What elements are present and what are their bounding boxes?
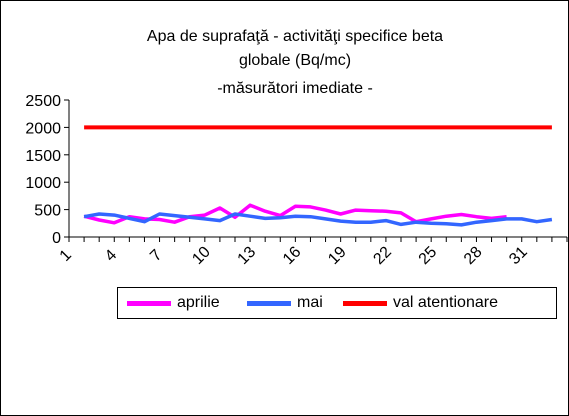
y-tick-label: 2000 — [25, 120, 61, 137]
x-tick-label: 19 — [325, 243, 350, 268]
chart-title-line-3: -măsurători imediate - — [60, 79, 530, 98]
legend-label-mai: mai — [297, 294, 323, 312]
legend-label-aprilie: aprilie — [177, 294, 220, 312]
legend-item-aprilie: aprilie — [127, 288, 220, 318]
legend-swatch-val-atentionare — [343, 301, 387, 306]
x-tick-label: 22 — [370, 243, 395, 268]
y-tick-label: 1500 — [25, 148, 61, 165]
legend-swatch-aprilie — [127, 301, 171, 306]
y-tick-label: 2500 — [25, 93, 61, 110]
y-tick-label: 1000 — [25, 175, 61, 192]
y-tick-label: 500 — [34, 203, 61, 220]
y-tick-label: 0 — [52, 230, 61, 247]
chart-legend: aprilie mai val atentionare — [117, 287, 557, 319]
x-tick-label: 13 — [235, 243, 260, 268]
legend-item-mai: mai — [247, 288, 323, 318]
x-tick-label: 31 — [506, 243, 531, 268]
legend-swatch-mai — [247, 301, 291, 306]
x-tick-label: 4 — [102, 247, 120, 265]
x-tick-label: 16 — [280, 243, 305, 268]
x-tick-label: 7 — [147, 247, 165, 265]
x-tick-label: 25 — [416, 243, 441, 268]
legend-label-val-atentionare: val atentionare — [393, 294, 498, 312]
x-tick-label: 10 — [189, 243, 214, 268]
legend-item-val-atentionare: val atentionare — [343, 288, 498, 318]
x-tick-label: 1 — [57, 247, 75, 265]
x-tick-label: 28 — [461, 243, 486, 268]
